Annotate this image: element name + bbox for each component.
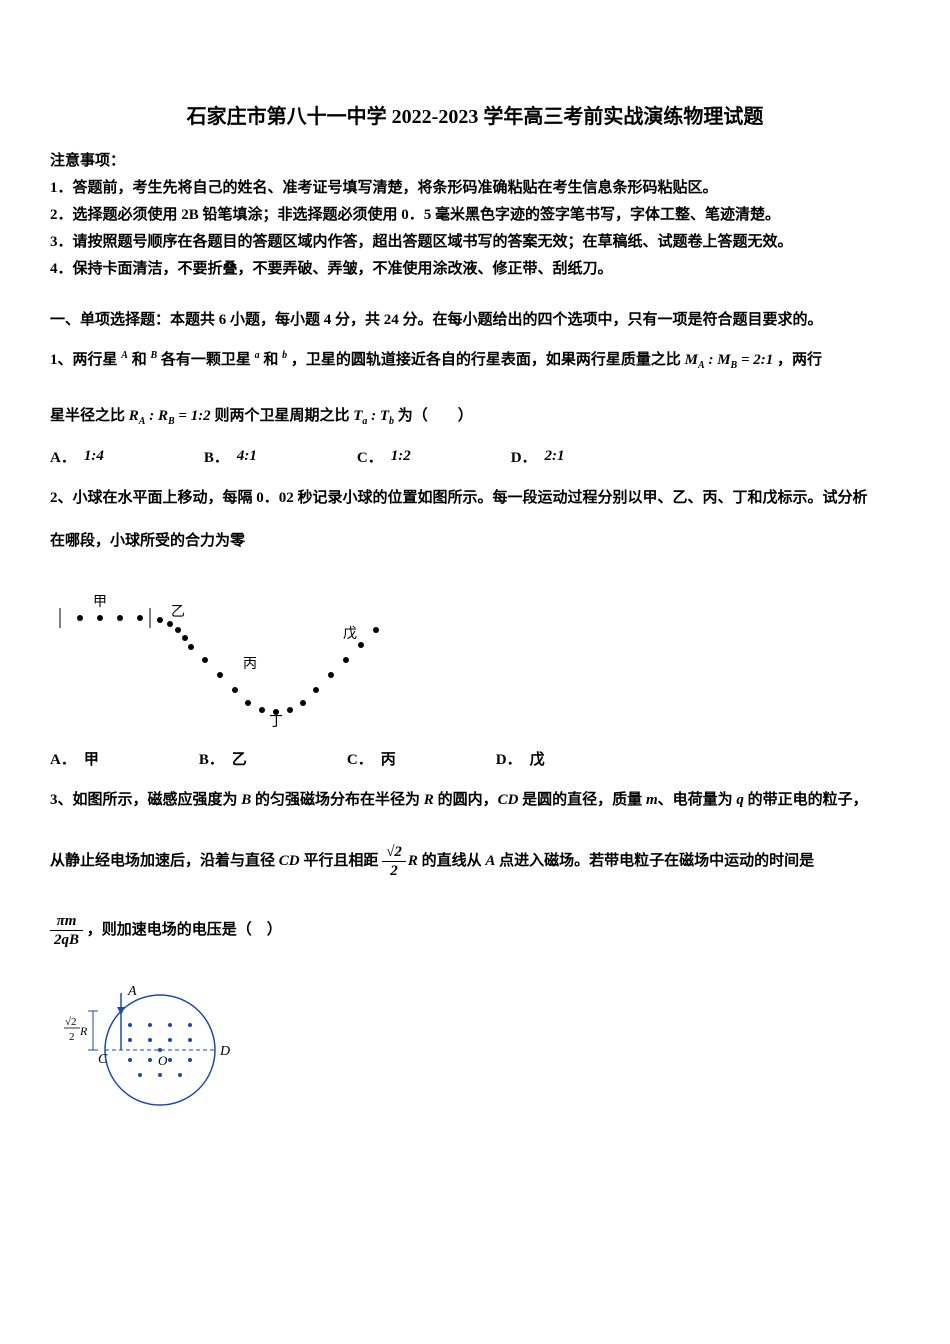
q1-ratio-T: Ta : Tb	[353, 408, 394, 424]
svg-text:甲: 甲	[93, 595, 107, 610]
q2-option-B: B． 乙	[199, 748, 247, 769]
q1-options: A． 1:4 B． 4:1 C． 1:2 D． 2:1	[50, 446, 900, 467]
q3-frac1-den: 2	[382, 862, 406, 880]
q1-opt-D-label: D．	[511, 446, 537, 467]
q3-frac1-R: R	[408, 853, 418, 869]
q3-var-R: R	[424, 792, 434, 808]
notice-heading: 注意事项：	[50, 149, 900, 170]
q3-text-8: 平行且相距	[300, 853, 383, 869]
q2-opt-D-label: D．	[496, 748, 522, 769]
q3-text-1: 3、如图所示，磁感应强度为	[50, 792, 241, 808]
q1-opt-B-label: B．	[204, 446, 229, 467]
q3-frac2-den: 2qB	[50, 931, 83, 949]
notice-item-3: 3．请按照题号顺序在各题目的答题区域内作答，超出答题区域书写的答案无效；在草稿纸…	[50, 229, 900, 256]
svg-text:O: O	[158, 1053, 168, 1068]
svg-text:丙: 丙	[243, 657, 257, 672]
q1-ratio-M: MA : MB = 2:1	[685, 352, 774, 368]
q1-var-A: A	[121, 350, 128, 361]
question-1: 1、两行星 A 和 B 各有一颗卫星 a 和 b ，卫星的圆轨道接近各自的行星表…	[50, 344, 900, 377]
q1-opt-B-val: 4:1	[237, 448, 257, 465]
q3-frac2: πm2qB	[50, 912, 83, 949]
q2-opt-A-val: 甲	[84, 748, 99, 769]
q1-option-C: C． 1:2	[357, 446, 411, 467]
notice-item-2: 2．选择题必须使用 2B 铅笔填涂；非选择题必须使用 0．5 毫米黑色字迹的签字…	[50, 202, 900, 229]
q3-var-CD: CD	[498, 792, 519, 808]
q1-text-2: 和	[128, 352, 151, 368]
q1-text-4: 和	[260, 352, 283, 368]
notice-item-1: 1．答题前，考生先将自己的姓名、准考证号填写清楚，将条形码准确粘贴在考生信息条形…	[50, 175, 900, 202]
svg-text:丁: 丁	[269, 715, 283, 728]
q2-figure: 甲 乙 丙 丁 戊	[50, 568, 900, 733]
q3-text-2: 的匀强磁场分布在半径为	[251, 792, 424, 808]
q2-opt-B-val: 乙	[232, 748, 247, 769]
q1-text-8: 则两个卫星周期之比	[211, 408, 354, 424]
svg-text:A: A	[127, 984, 137, 999]
q2-option-D: D． 戊	[496, 748, 545, 769]
question-3-line3: πm2qB ，则加速电场的电压是（ ）	[50, 911, 900, 950]
q3-text-7: 从静止经电场加速后，沿着与直径	[50, 853, 279, 869]
question-1-line2: 星半径之比 RA : RB = 1:2 则两个卫星周期之比 Ta : Tb 为（…	[50, 397, 900, 436]
q1-text-9: 为（ ）	[394, 408, 473, 424]
question-2-line1: 2、小球在水平面上移动，每隔 0．02 秒记录小球的位置如图所示。每一段运动过程…	[50, 482, 900, 515]
q3-text-4: 是圆的直径，质量	[518, 792, 646, 808]
q3-text-5: 、电荷量为	[658, 792, 737, 808]
q1-opt-D-val: 2:1	[545, 448, 565, 465]
q1-option-A: A． 1:4	[50, 446, 104, 467]
svg-text:2: 2	[69, 1031, 75, 1043]
notice-section: 注意事项： 1．答题前，考生先将自己的姓名、准考证号填写清楚，将条形码准确粘贴在…	[50, 149, 900, 283]
svg-text:戊: 戊	[343, 626, 357, 642]
q3-var-q: q	[736, 792, 744, 808]
q2-option-C: C． 丙	[347, 748, 396, 769]
q2-opt-B-label: B．	[199, 748, 224, 769]
q2-option-A: A． 甲	[50, 748, 99, 769]
svg-text:D: D	[219, 1044, 230, 1059]
svg-text:R: R	[79, 1024, 88, 1038]
q2-opt-C-label: C．	[347, 748, 373, 769]
question-3-line1: 3、如图所示，磁感应强度为 B 的匀强磁场分布在半径为 R 的圆内，CD 是圆的…	[50, 784, 900, 817]
q1-ratio-R: RA : RB = 1:2	[129, 408, 211, 424]
q3-var-A-point: A	[485, 853, 495, 869]
question-3-line2: 从静止经电场加速后，沿着与直径 CD 平行且相距 √22R 的直线从 A 点进入…	[50, 842, 900, 881]
notice-item-4: 4．保持卡面清洁，不要折叠，不要弄破、弄皱，不准使用涂改液、修正带、刮纸刀。	[50, 256, 900, 283]
section-1-intro: 一、单项选择题：本题共 6 小题，每小题 4 分，共 24 分。在每小题给出的四…	[50, 308, 900, 329]
q1-opt-C-val: 1:2	[391, 448, 411, 465]
q1-text-3: 各有一颗卫星	[157, 352, 255, 368]
q2-options: A． 甲 B． 乙 C． 丙 D． 戊	[50, 748, 900, 769]
question-2-line2: 在哪段，小球所受的合力为零	[50, 525, 900, 558]
q2-opt-D-val: 戊	[530, 748, 545, 769]
q3-frac2-num: πm	[50, 912, 83, 931]
q1-option-D: D． 2:1	[511, 446, 565, 467]
q3-frac1: √22	[382, 843, 406, 880]
svg-text:C: C	[98, 1052, 108, 1067]
q3-text-11: ，则加速电场的电压是（ ）	[83, 922, 282, 938]
q1-text-7: 星半径之比	[50, 408, 129, 424]
q3-figure: A C D O √2 2 R	[50, 965, 900, 1120]
q3-circle-svg: A C D O √2 2 R	[50, 965, 250, 1115]
q1-text-5: ，卫星的圆轨道接近各自的行星表面，如果两行星质量之比	[287, 352, 685, 368]
q3-var-CD2: CD	[279, 853, 300, 869]
q3-text-6: 的带正电的粒子，	[744, 792, 868, 808]
q1-text-1: 1、两行星	[50, 352, 121, 368]
q3-var-m: m	[646, 792, 658, 808]
q1-text-6: ，两行	[773, 352, 822, 368]
q2-trajectory-svg: 甲 乙 丙 丁 戊	[50, 568, 410, 728]
q1-opt-A-val: 1:4	[84, 448, 104, 465]
q1-opt-C-label: C．	[357, 446, 383, 467]
q2-opt-A-label: A．	[50, 748, 76, 769]
exam-title: 石家庄市第八十一中学 2022-2023 学年高三考前实战演练物理试题	[50, 100, 900, 129]
q3-var-B: B	[241, 792, 251, 808]
q1-opt-A-label: A．	[50, 446, 76, 467]
q1-option-B: B． 4:1	[204, 446, 257, 467]
q3-text-10: 点进入磁场。若带电粒子在磁场中运动的时间是	[495, 853, 814, 869]
q2-opt-C-val: 丙	[381, 748, 396, 769]
q3-text-3: 的圆内，	[434, 792, 498, 808]
q3-text-9: 的直线从	[418, 853, 486, 869]
svg-text:乙: 乙	[171, 604, 185, 620]
q3-frac1-num: √2	[382, 843, 406, 862]
svg-text:√2: √2	[65, 1016, 77, 1028]
